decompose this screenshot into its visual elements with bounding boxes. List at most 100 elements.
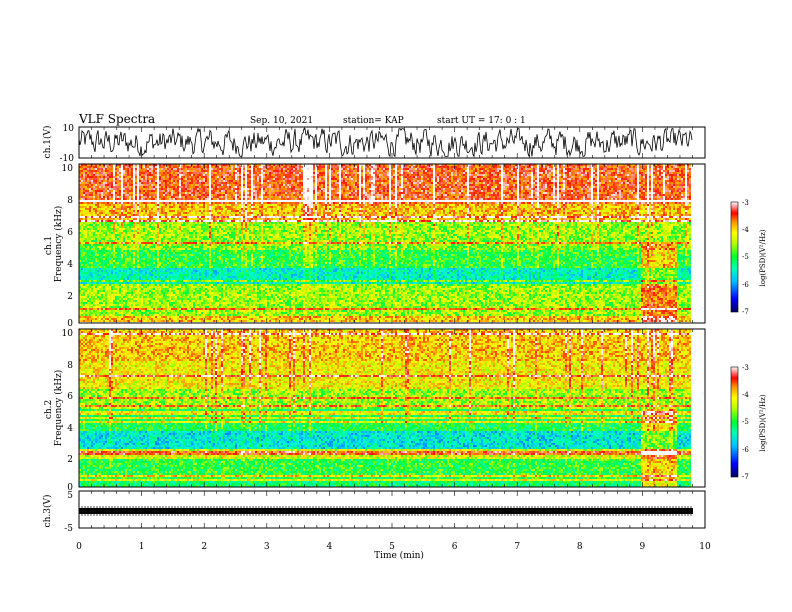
spectrogram-cell <box>581 170 583 172</box>
spectrogram-cell <box>641 170 643 172</box>
spectrogram-cell <box>257 174 259 176</box>
spectrogram-cell <box>521 166 523 168</box>
spectrogram-cell <box>267 168 269 170</box>
spectrogram-cell <box>309 178 311 180</box>
spectrogram-cell <box>591 166 593 168</box>
spectrogram-cell <box>645 174 647 176</box>
spectrogram-cell <box>265 170 267 172</box>
spectrogram-cell <box>389 170 391 172</box>
spectrogram-cell <box>479 166 481 168</box>
spectrogram-cell <box>297 178 299 180</box>
spectrogram-cell <box>121 168 123 170</box>
spectrogram-cell <box>245 174 247 176</box>
spectrogram-cell <box>193 168 195 170</box>
spectrogram-cell <box>459 174 461 176</box>
spectrogram-cell <box>295 176 297 178</box>
spectrogram-cell <box>87 176 89 178</box>
spectrogram-cell <box>401 168 403 170</box>
spectrogram-cell <box>445 174 447 176</box>
spectrogram-cell <box>91 176 93 178</box>
spectrogram-cell <box>567 172 569 174</box>
spectrogram-cell <box>165 168 167 170</box>
spectrogram-cell <box>247 174 249 176</box>
spectrogram-cell <box>183 180 185 182</box>
spectrogram-cell <box>285 178 287 180</box>
spectrogram-cell <box>183 174 185 176</box>
spectrogram-cell <box>315 168 317 170</box>
spectrogram-cell <box>221 170 223 172</box>
spectrogram-cell <box>525 166 527 168</box>
spectrogram-cell <box>417 168 419 170</box>
spectrogram-cell <box>573 172 575 174</box>
spectrogram-cell <box>149 176 151 178</box>
spectrogram-cell <box>291 176 293 178</box>
spectrogram-cell <box>633 170 635 172</box>
spectrogram-cell <box>585 172 587 174</box>
spectrogram-cell <box>637 174 639 176</box>
spectrogram-cell <box>163 174 165 176</box>
spectrogram-cell <box>461 168 463 170</box>
spectrogram-cell <box>577 174 579 176</box>
spectrogram-cell <box>431 174 433 176</box>
spectrogram-cell <box>261 176 263 178</box>
spectrogram-cell <box>683 170 685 172</box>
spectrogram-cell <box>81 174 83 176</box>
spectrogram-cell <box>87 170 89 172</box>
spectrogram-cell <box>277 166 279 168</box>
spectrogram-cell <box>239 178 241 180</box>
spectrogram-cell <box>197 174 199 176</box>
spectrogram-cell <box>297 166 299 168</box>
spectrogram-cell <box>519 178 521 180</box>
spectrogram-cell <box>537 168 539 170</box>
spectrogram-cell <box>171 170 173 172</box>
spectrogram-cell <box>687 174 689 176</box>
spectrogram-cell <box>107 174 109 176</box>
spectrogram-cell <box>225 178 227 180</box>
spectrogram-cell <box>127 176 129 178</box>
spectrogram-cell <box>91 178 93 180</box>
spectrogram-cell <box>405 176 407 178</box>
spectrogram-cell <box>659 170 661 172</box>
spectrogram-cell <box>489 168 491 170</box>
spectrogram-cell <box>161 180 163 182</box>
spectrogram-cell <box>309 174 311 176</box>
spectrogram-cell <box>109 168 111 170</box>
spectrogram-cell <box>327 178 329 180</box>
spectrogram-cell <box>251 168 253 170</box>
spectrogram-cell <box>381 170 383 172</box>
spectrogram-cell <box>239 168 241 170</box>
spectrogram-cell <box>507 168 509 170</box>
spectrogram-cell <box>157 178 159 180</box>
spectrogram-cell <box>533 172 535 174</box>
spectrogram-cell <box>147 172 149 174</box>
spectrogram-cell <box>529 170 531 172</box>
spectrogram-cell <box>257 172 259 174</box>
spectrogram-cell <box>429 168 431 170</box>
spectrogram-cell <box>421 176 423 178</box>
spectrogram-cell <box>633 178 635 180</box>
spectrogram-cell <box>107 168 109 170</box>
spectrogram-cell <box>89 170 91 172</box>
spectrogram-cell <box>145 170 147 172</box>
spectrogram-cell <box>535 170 537 172</box>
spectrogram-cell <box>89 180 91 182</box>
spectrogram-cell <box>233 166 235 168</box>
spectrogram-cell <box>557 166 559 168</box>
spectrogram-cell <box>451 166 453 168</box>
spectrogram-cell <box>349 174 351 176</box>
spectrogram-cell <box>629 176 631 178</box>
spectrogram-cell <box>387 178 389 180</box>
spectrogram-cell <box>257 168 259 170</box>
spectrogram-cell <box>625 176 627 178</box>
spectrogram-cell <box>627 172 629 174</box>
spectrogram-cell <box>97 180 99 182</box>
spectrogram-cell <box>173 172 175 174</box>
spectrogram-cell <box>655 172 657 174</box>
spectrogram-cell <box>371 176 373 178</box>
spectrogram-cell <box>311 168 313 170</box>
spectrogram-cell <box>337 174 339 176</box>
spectrogram-cell <box>581 172 583 174</box>
spectrogram-cell <box>225 174 227 176</box>
spectrogram-cell <box>97 166 99 168</box>
spectrogram-cell <box>503 178 505 180</box>
